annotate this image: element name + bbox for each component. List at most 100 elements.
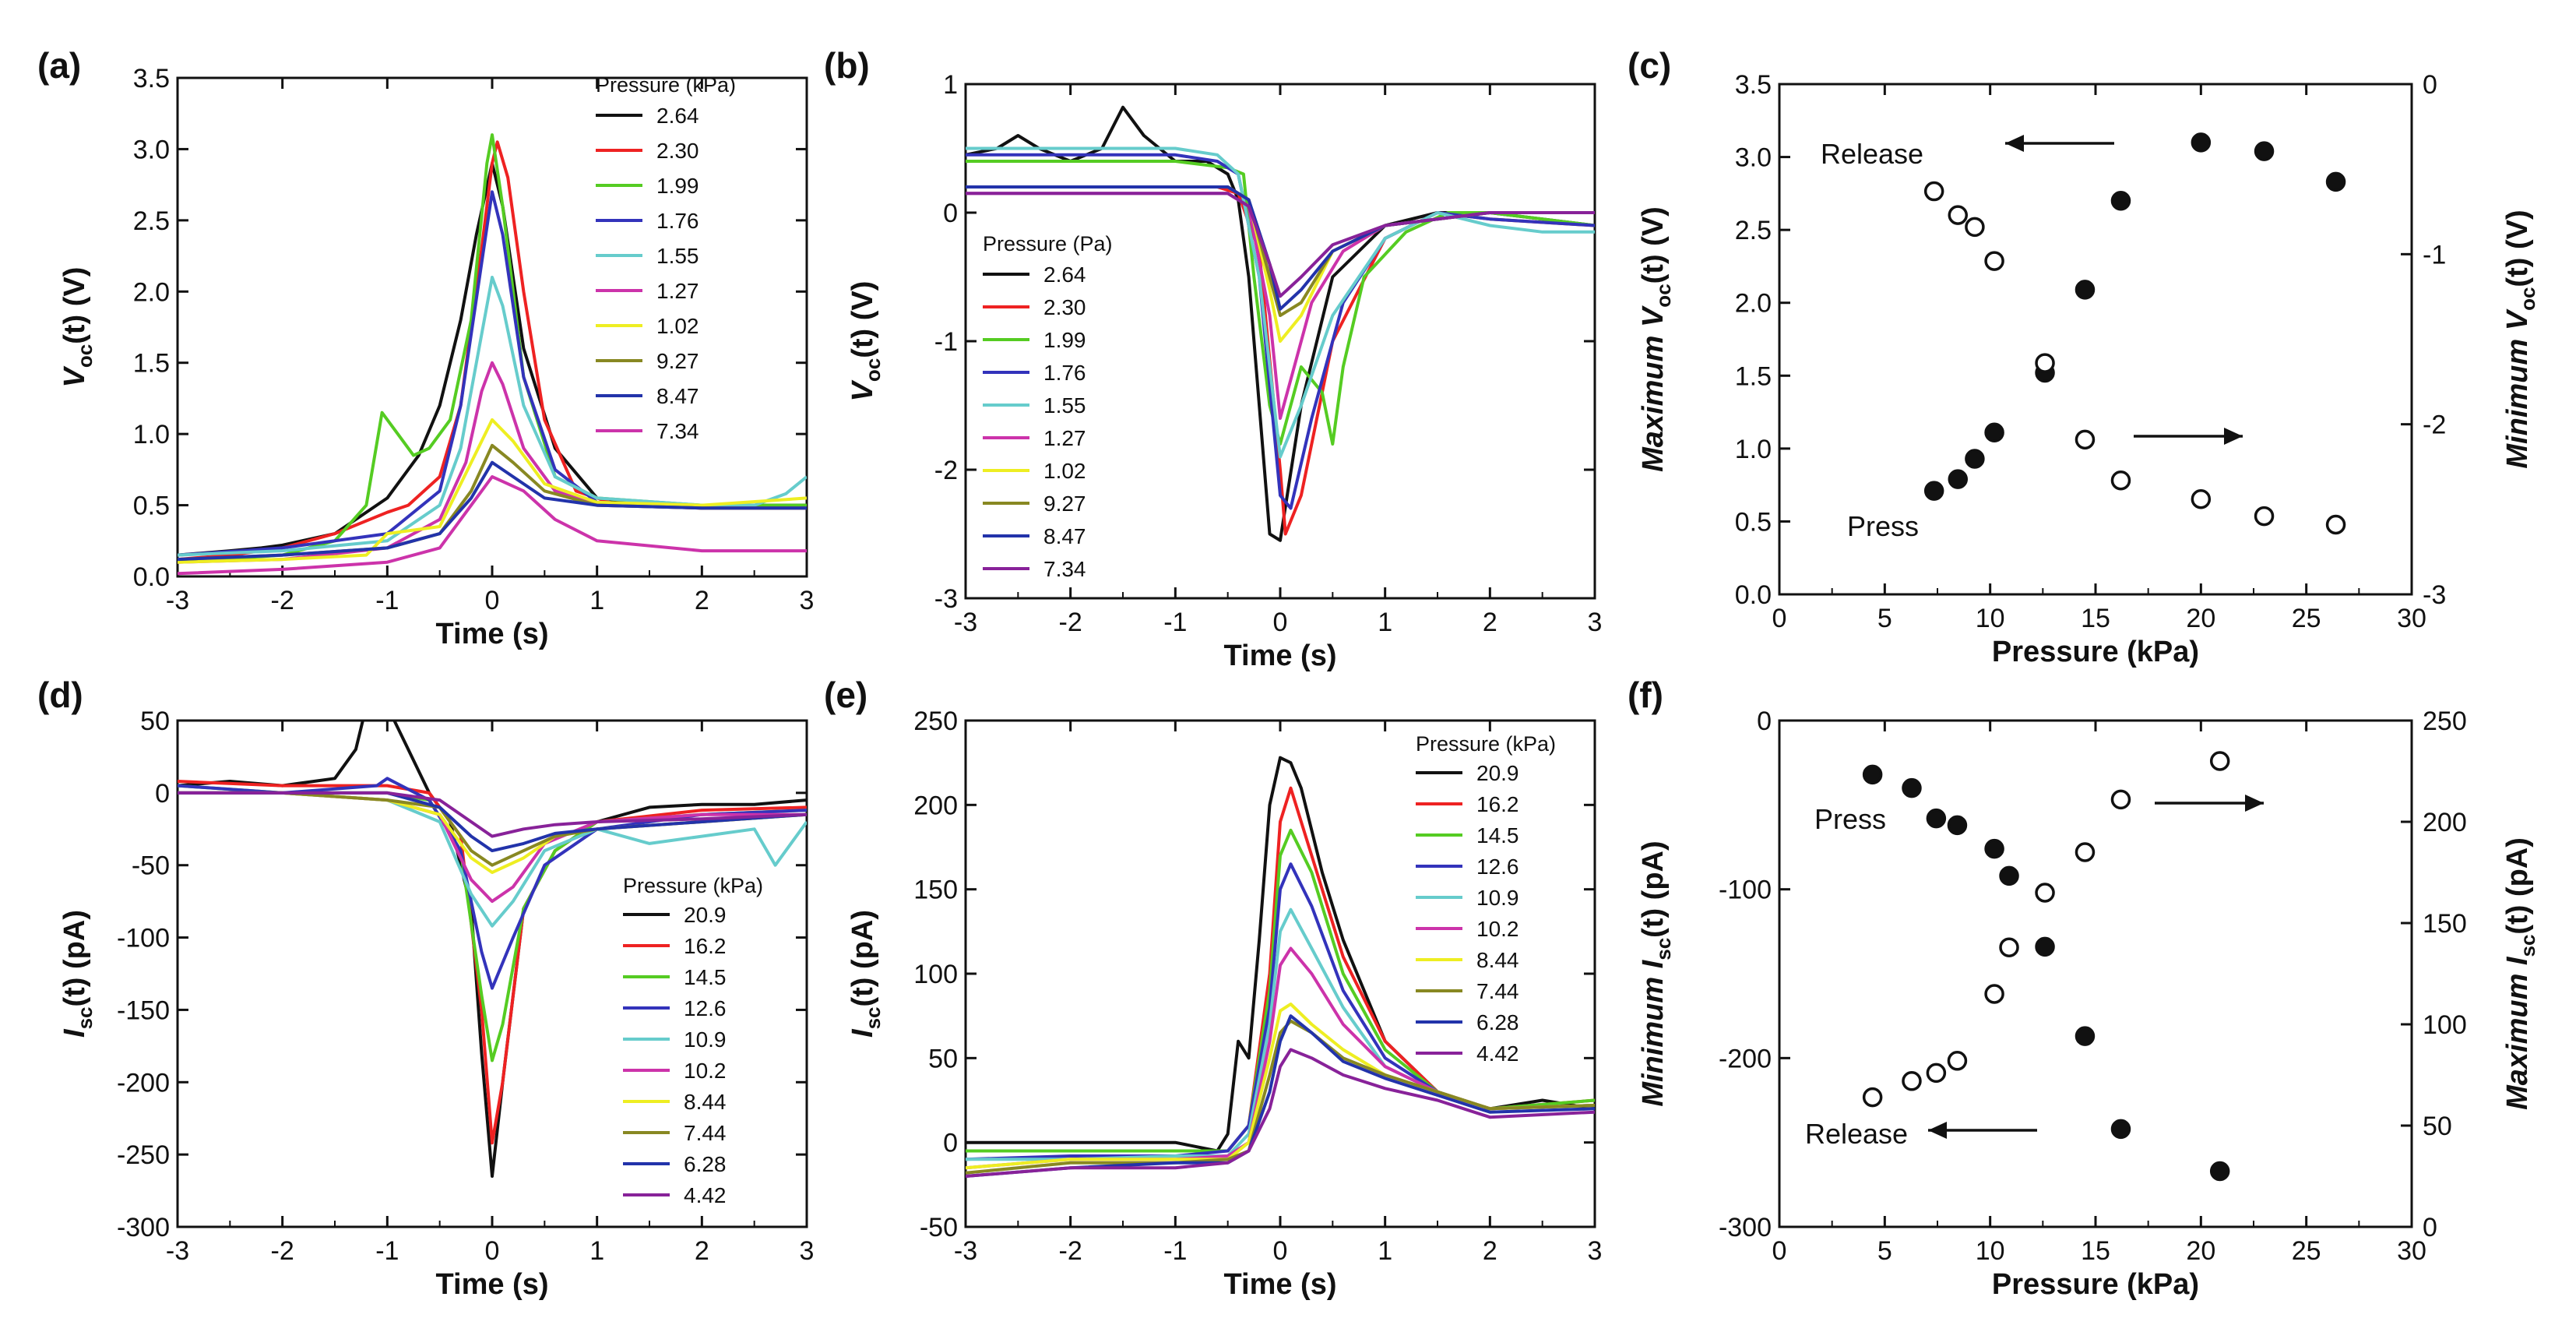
y-tick-label: 0 — [943, 1129, 958, 1158]
legend-entry: 10.2 — [684, 1059, 727, 1083]
y-axis-title: Isc(t) (pA) — [58, 910, 97, 1038]
plot-frame — [176, 76, 808, 578]
press-point — [2075, 280, 2096, 300]
series-line-6.28 — [178, 791, 807, 853]
press-point — [1862, 764, 1883, 785]
press-point — [2191, 132, 2212, 153]
press-point — [2075, 1026, 2096, 1046]
release-point — [2035, 353, 2055, 373]
release-point — [2035, 883, 2055, 903]
y-tick-label: 3.0 — [1735, 143, 1772, 173]
y-right-tick-label: -2 — [2423, 411, 2446, 440]
release-point — [1923, 181, 1944, 202]
series-group — [966, 105, 1595, 542]
series-line-4.42 — [966, 1048, 1595, 1178]
y-tick-label: 2.5 — [1735, 216, 1772, 245]
legend-entry: 9.27 — [1043, 492, 1086, 516]
y-tick-label: -50 — [920, 1213, 958, 1242]
y-tick-label: 0.0 — [133, 562, 170, 592]
y-axis-title-main: I — [846, 1028, 879, 1038]
press-point — [1902, 777, 1922, 798]
y-tick-label: -1 — [934, 327, 958, 357]
press-point — [2209, 1161, 2230, 1182]
legend-entry: 12.6 — [684, 996, 727, 1020]
y-right-axis-title-main: Minimum V — [2501, 308, 2534, 468]
series-line-1.55 — [966, 146, 1595, 459]
series-line-2.30 — [178, 140, 807, 562]
y-right-tick-label: 100 — [2423, 1010, 2467, 1040]
axis-arrow-head — [2005, 135, 2024, 152]
press-point — [2035, 936, 2055, 957]
y-tick-label: 50 — [140, 707, 170, 736]
x-tick-label: 0 — [485, 1236, 500, 1266]
legend-entry: 16.2 — [684, 934, 727, 958]
legend: Pressure (kPa) 20.9 16.2 14.5 12.6 10.9 10.2 8.… — [623, 874, 763, 1207]
x-tick-label: 1 — [589, 1236, 604, 1266]
legend-entry: 6.28 — [684, 1152, 727, 1176]
y-tick-label: 0.5 — [1735, 507, 1772, 537]
release-point — [1984, 251, 2004, 271]
legend-entry: 2.30 — [1043, 295, 1086, 319]
y-tick-label: -100 — [1719, 876, 1772, 905]
panel-label: (d) — [37, 675, 83, 715]
y-axis-title-rest: (t) (V) — [58, 267, 91, 344]
legend-entry: 1.76 — [656, 209, 699, 233]
annotation-release: Release — [1805, 1118, 1908, 1150]
y-tick-label: -300 — [1719, 1213, 1772, 1242]
y-right-axis-title-rest: (t) (pA) — [2501, 837, 2534, 934]
press-point — [1923, 481, 1944, 501]
legend-entry: 1.55 — [1043, 393, 1086, 418]
legend-entry: 1.02 — [656, 314, 699, 338]
y-tick-label: -50 — [132, 851, 170, 881]
annotation-press: Press — [1847, 510, 1919, 542]
release-point — [2191, 488, 2212, 509]
y-axis-title: Voc(t) (V) — [58, 267, 97, 388]
release-point — [1902, 1071, 1922, 1091]
series-line-1.02 — [178, 418, 807, 564]
x-tick-label: 0 — [485, 586, 500, 615]
y-tick-label: -250 — [117, 1140, 170, 1170]
legend-title: Pressure (kPa) — [623, 874, 763, 897]
y-right-axis-title-rest: (t) (V) — [2501, 210, 2534, 287]
legend-entry: 1.99 — [1043, 328, 1086, 352]
x-tick-label: -3 — [166, 1236, 189, 1266]
x-tick-label: -1 — [1163, 1236, 1187, 1266]
legend-entry: 1.02 — [1043, 459, 1086, 483]
legend-entry: 6.28 — [1476, 1010, 1519, 1034]
x-tick-label: 25 — [2292, 1236, 2321, 1266]
y-tick-label: -200 — [1719, 1044, 1772, 1073]
series-line-1.99 — [966, 160, 1595, 446]
panel-label: (c) — [1628, 45, 1671, 86]
press-point — [1965, 449, 1985, 469]
x-tick-label: 0 — [1273, 1236, 1288, 1266]
y-right-axis-title: Minimum Voc(t) (V) — [2501, 210, 2539, 468]
legend-entry: 10.9 — [1476, 886, 1519, 910]
y-axis-title-main: V — [846, 379, 879, 401]
y-axis-title-rest: (t) (V) — [846, 281, 879, 358]
annotation-press: Press — [1814, 803, 1886, 835]
legend-entry: 14.5 — [1476, 823, 1519, 848]
x-tick-label: 30 — [2397, 1236, 2426, 1266]
y-tick-label: 0.0 — [1735, 580, 1772, 610]
y-tick-label: 0.5 — [133, 492, 170, 521]
release-point — [1926, 1063, 1947, 1084]
x-tick-label: 10 — [1976, 1236, 2005, 1266]
x-tick-label: 5 — [1877, 1236, 1892, 1266]
press-point — [1999, 865, 2019, 886]
y-tick-label: 0 — [1757, 707, 1772, 736]
legend-entry: 1.76 — [1043, 361, 1086, 385]
legend-entry: 4.42 — [1476, 1041, 1519, 1066]
legend-entry: 8.44 — [1476, 948, 1519, 972]
panel-label: (a) — [37, 45, 81, 86]
x-tick-label: -1 — [375, 586, 399, 615]
y-right-tick-label: 250 — [2423, 707, 2467, 736]
press-point — [2325, 171, 2346, 192]
x-tick-label: -2 — [271, 586, 294, 615]
y-tick-label: 100 — [913, 960, 958, 989]
plot-frame — [1778, 719, 2413, 1228]
y-right-tick-label: -1 — [2423, 240, 2446, 270]
release-point — [2075, 842, 2096, 862]
x-axis-title: Time (s) — [435, 618, 548, 650]
legend-entry: 14.5 — [684, 965, 727, 989]
